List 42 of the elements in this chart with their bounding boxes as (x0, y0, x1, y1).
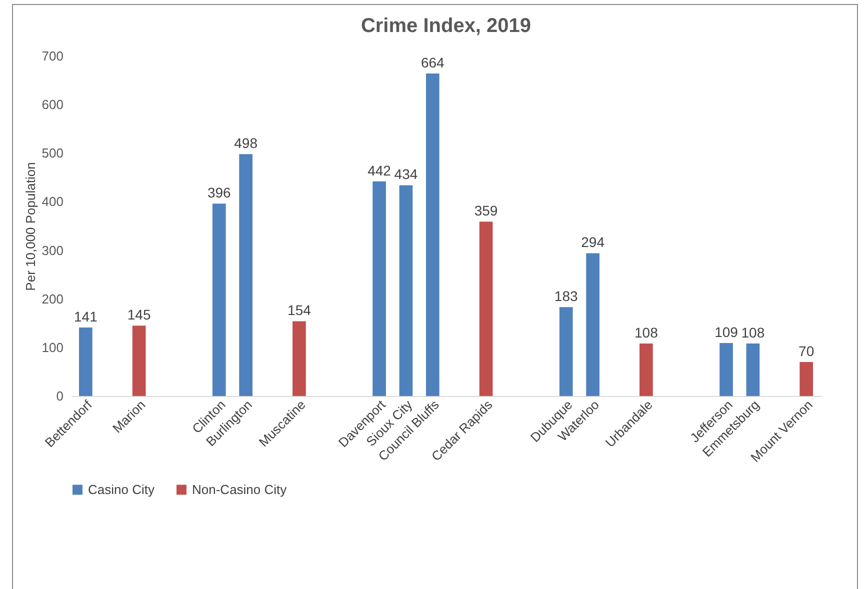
data-label: 145 (127, 306, 151, 323)
legend-label: Non-Casino City (192, 482, 288, 497)
data-label: 108 (634, 324, 658, 341)
y-tick-label: 700 (42, 48, 64, 64)
bar (132, 326, 146, 396)
data-label: 109 (714, 324, 738, 340)
y-tick-label: 600 (42, 97, 64, 112)
y-axis-title: Per 10,000 Population (22, 162, 38, 291)
y-tick-label: 100 (42, 340, 64, 355)
y-tick-label: 500 (42, 146, 64, 161)
bar (426, 73, 440, 396)
bar (79, 328, 92, 396)
y-tick-label: 400 (42, 194, 64, 210)
bar (746, 344, 760, 396)
bar (372, 181, 386, 396)
chart-title: Crime Index, 2019 (360, 15, 532, 37)
data-label: 498 (234, 135, 258, 152)
bar (399, 185, 413, 396)
bar (720, 343, 733, 396)
data-label: 396 (207, 184, 232, 201)
data-label: 183 (554, 288, 578, 304)
data-label: 664 (420, 54, 445, 70)
y-tick-label: 0 (56, 388, 64, 404)
data-label: 154 (288, 302, 312, 318)
bar (292, 321, 306, 396)
data-label: 141 (74, 308, 98, 325)
bar (640, 344, 653, 396)
data-label: 294 (581, 234, 605, 250)
data-label: 108 (741, 324, 765, 341)
bar (479, 222, 493, 396)
legend-label: Casino City (88, 482, 155, 497)
bar (800, 362, 813, 396)
data-label: 434 (394, 166, 418, 182)
bar (586, 253, 600, 396)
data-label: 359 (474, 202, 498, 219)
y-tick-label: 200 (42, 291, 64, 306)
y-tick-label: 300 (42, 242, 64, 258)
data-label: 442 (368, 162, 392, 178)
bar (239, 154, 252, 396)
bar (559, 307, 573, 396)
bar (212, 204, 226, 396)
data-label: 70 (798, 343, 814, 359)
